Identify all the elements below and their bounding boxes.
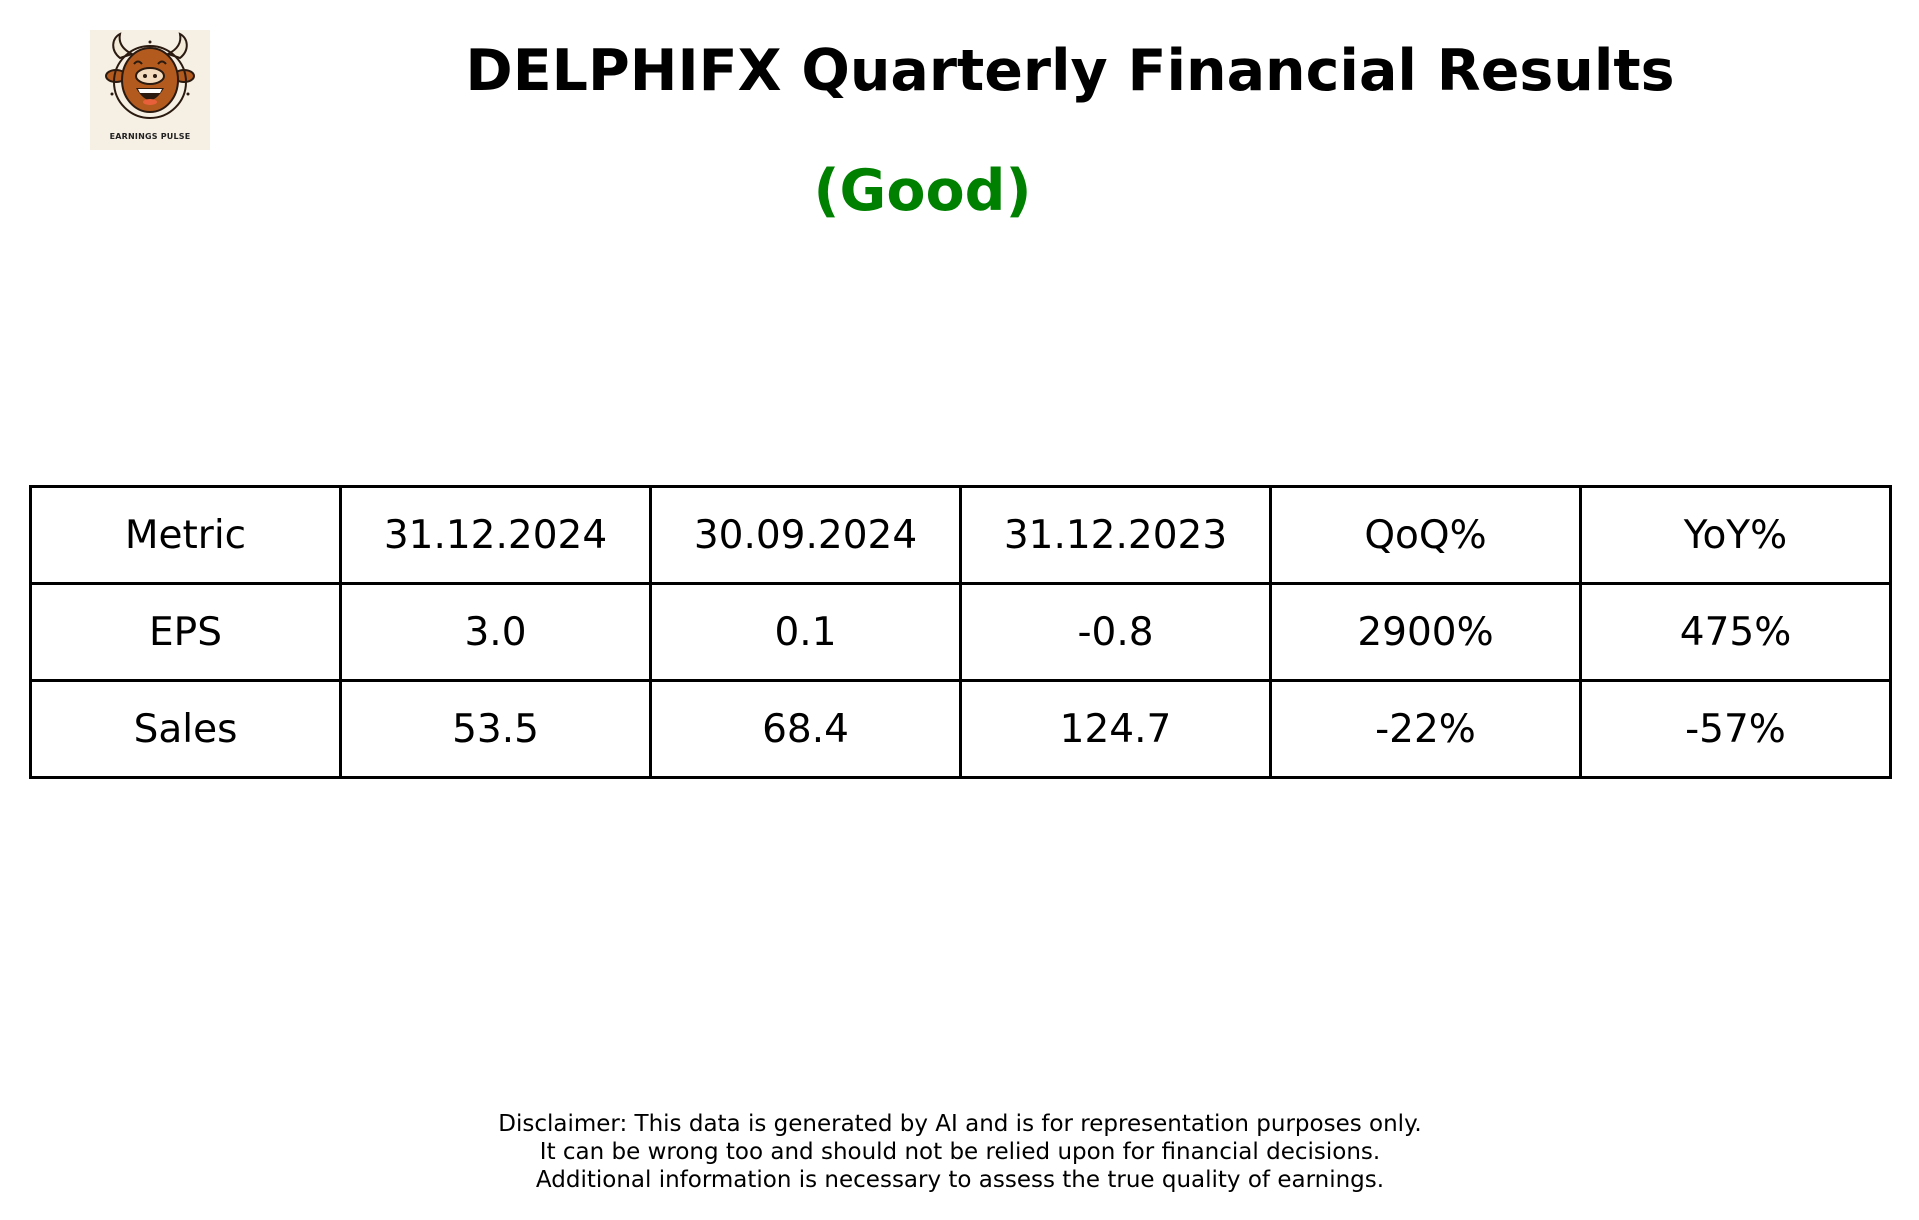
yoy-change: -57%	[1579, 679, 1892, 779]
column-header-metric: Metric	[29, 485, 342, 585]
logo-caption: EARNINGS PULSE	[109, 132, 191, 141]
disclaimer: Disclaimer: This data is generated by AI…	[300, 1110, 1620, 1194]
value-year-ago-quarter: 124.7	[959, 679, 1272, 779]
results-table: Metric 31.12.2024 30.09.2024 31.12.2023 …	[29, 485, 1892, 779]
column-header-previous-quarter: 30.09.2024	[649, 485, 962, 585]
page-title: DELPHIFX Quarterly Financial Results	[465, 38, 1675, 104]
column-header-current-quarter: 31.12.2024	[339, 485, 652, 585]
earnings-pulse-logo: EARNINGS PULSE	[90, 30, 210, 150]
table-row-eps: EPS 3.0 0.1 -0.8 2900% 475%	[29, 582, 1892, 682]
value-previous-quarter: 68.4	[649, 679, 962, 779]
table-row-sales: Sales 53.5 68.4 124.7 -22% -57%	[29, 679, 1892, 779]
metric-label: EPS	[29, 582, 342, 682]
value-previous-quarter: 0.1	[649, 582, 962, 682]
column-header-qoq: QoQ%	[1269, 485, 1582, 585]
disclaimer-line-1: Disclaimer: This data is generated by AI…	[498, 1111, 1422, 1137]
value-year-ago-quarter: -0.8	[959, 582, 1272, 682]
table-header-row: Metric 31.12.2024 30.09.2024 31.12.2023 …	[29, 485, 1892, 585]
column-header-year-ago-quarter: 31.12.2023	[959, 485, 1272, 585]
bull-mascot-icon	[105, 32, 195, 119]
disclaimer-line-2: It can be wrong too and should not be re…	[539, 1139, 1381, 1165]
rating-badge: (Good)	[813, 158, 1032, 224]
qoq-change: -22%	[1269, 679, 1582, 779]
value-current-quarter: 3.0	[339, 582, 652, 682]
metric-label: Sales	[29, 679, 342, 779]
qoq-change: 2900%	[1269, 582, 1582, 682]
value-current-quarter: 53.5	[339, 679, 652, 779]
disclaimer-line-3: Additional information is necessary to a…	[535, 1167, 1385, 1193]
column-header-yoy: YoY%	[1579, 485, 1892, 585]
yoy-change: 475%	[1579, 582, 1892, 682]
